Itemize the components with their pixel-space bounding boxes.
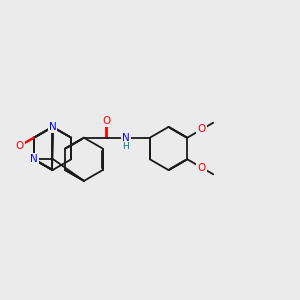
Text: O: O	[197, 124, 206, 134]
Text: O: O	[102, 116, 110, 126]
Text: O: O	[197, 163, 206, 172]
Text: O: O	[15, 141, 24, 151]
Text: H: H	[122, 142, 129, 151]
Text: N: N	[30, 154, 38, 164]
Text: N: N	[122, 133, 130, 143]
Text: N: N	[49, 122, 56, 132]
